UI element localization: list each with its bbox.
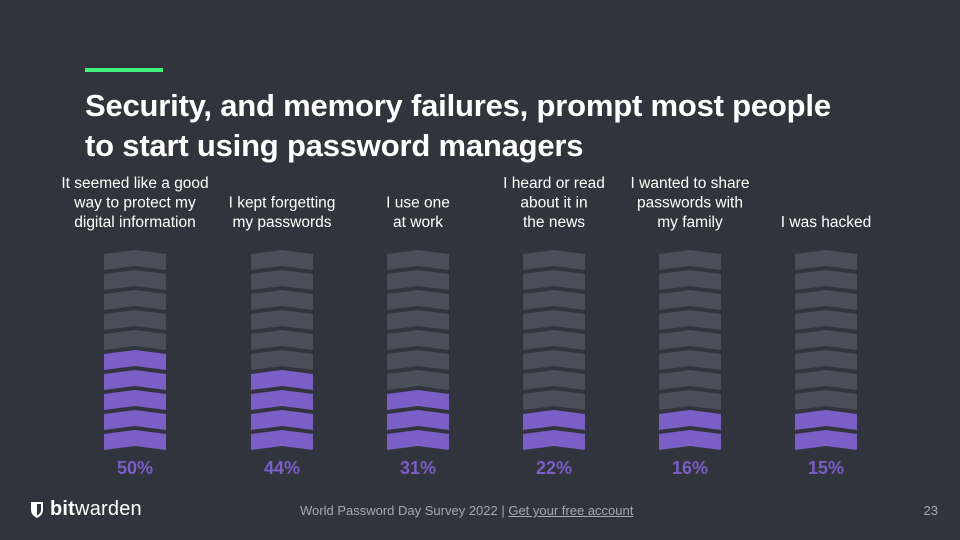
category-label: passwords with xyxy=(637,195,743,212)
survey-source: World Password Day Survey 2022 | Get you… xyxy=(300,503,633,518)
bar-segment-empty xyxy=(795,390,857,410)
bar-group: I wanted to share passwords with my family… xyxy=(631,175,750,478)
bar-segment-empty xyxy=(251,330,313,350)
category-label: my family xyxy=(657,214,723,231)
bar-segment-filled xyxy=(523,430,585,450)
category-label: I use one xyxy=(386,195,450,212)
title-line-2: to start using password managers xyxy=(85,128,584,163)
bar-segment-empty xyxy=(251,250,313,270)
bar-segment-empty xyxy=(523,390,585,410)
bar-segment-empty xyxy=(387,330,449,350)
bar-segment-empty xyxy=(387,350,449,370)
category-label: I was hacked xyxy=(781,214,871,231)
bar-segment-filled xyxy=(104,390,166,410)
bar-segment-empty xyxy=(523,350,585,370)
shield-icon xyxy=(31,501,43,518)
value-label: 50% xyxy=(117,458,153,478)
bar-segment-filled xyxy=(251,410,313,430)
bar-segment-empty xyxy=(251,290,313,310)
category-label: about it in xyxy=(520,195,587,212)
bar-group: It seemed like a good way to protect my di… xyxy=(61,175,208,478)
bar-segment-filled xyxy=(795,410,857,430)
bar-segment-empty xyxy=(523,270,585,290)
bar-group: I kept forgetting my passwords 44% xyxy=(229,195,336,479)
page-number: 23 xyxy=(923,503,938,518)
bar-segment-filled xyxy=(387,430,449,450)
bar-segment-empty xyxy=(659,290,721,310)
category-label: I kept forgetting xyxy=(229,195,336,212)
bar-segment-empty xyxy=(795,290,857,310)
bar-segment-filled xyxy=(104,350,166,370)
value-label: 15% xyxy=(808,458,844,478)
value-label: 44% xyxy=(264,458,300,478)
category-label: digital information xyxy=(74,214,195,231)
category-label: It seemed like a good xyxy=(61,175,208,192)
bar-segment-filled xyxy=(387,410,449,430)
bar-segment-filled xyxy=(387,390,449,410)
title-line-1: Security, and memory failures, prompt mo… xyxy=(85,88,831,123)
free-account-link[interactable]: Get your free account xyxy=(508,503,634,518)
bar-segment-empty xyxy=(251,350,313,370)
bar-segment-empty xyxy=(251,310,313,330)
bar-segment-empty xyxy=(387,270,449,290)
bar-segment-empty xyxy=(795,350,857,370)
category-label: I wanted to share xyxy=(631,175,750,192)
accent-bar xyxy=(85,68,163,72)
value-label: 16% xyxy=(672,458,708,478)
bar-group: I was hacked 15% xyxy=(781,214,871,478)
brand-name: bitwarden xyxy=(50,498,142,520)
bar-segment-empty xyxy=(659,330,721,350)
bar-group: I heard or read about it in the news 22% xyxy=(503,175,605,478)
source-text: World Password Day Survey 2022 | xyxy=(300,503,509,518)
bitwarden-logo: bitwarden xyxy=(30,498,142,521)
slide-title: Security, and memory failures, prompt mo… xyxy=(85,86,905,166)
value-label: 22% xyxy=(536,458,572,478)
bar-segment-empty xyxy=(795,330,857,350)
bar-segment-empty xyxy=(659,310,721,330)
bar-segment-empty xyxy=(659,390,721,410)
bar-segment-empty xyxy=(387,290,449,310)
bar-segment-empty xyxy=(523,370,585,390)
category-label: way to protect my xyxy=(73,195,196,212)
bar-segment-empty xyxy=(523,310,585,330)
category-label: at work xyxy=(393,214,443,231)
bar-segment-empty xyxy=(795,310,857,330)
bar-segment-empty xyxy=(523,290,585,310)
bar-segment-filled xyxy=(659,430,721,450)
bar-segment-empty xyxy=(104,310,166,330)
bar-segment-filled xyxy=(659,410,721,430)
bar-segment-empty xyxy=(387,310,449,330)
bar-segment-filled xyxy=(795,430,857,450)
bar-segment-filled xyxy=(523,410,585,430)
bar-segment-filled xyxy=(104,370,166,390)
chevron-bar-chart: It seemed like a good way to protect my di… xyxy=(61,175,871,479)
bar-segment-empty xyxy=(387,250,449,270)
bar-segment-empty xyxy=(251,270,313,290)
bar-segment-empty xyxy=(659,250,721,270)
category-label: I heard or read xyxy=(503,175,605,192)
bar-segment-filled xyxy=(104,410,166,430)
bar-segment-empty xyxy=(387,370,449,390)
bar-segment-empty xyxy=(659,350,721,370)
bar-segment-empty xyxy=(104,330,166,350)
bar-segment-empty xyxy=(795,270,857,290)
bar-segment-empty xyxy=(795,250,857,270)
bar-segment-empty xyxy=(523,250,585,270)
bar-segment-empty xyxy=(104,290,166,310)
bar-segment-filled xyxy=(251,390,313,410)
category-label: my passwords xyxy=(232,214,331,231)
bar-segment-filled xyxy=(251,430,313,450)
bar-segment-filled xyxy=(251,370,313,390)
bar-segment-empty xyxy=(104,270,166,290)
bar-segment-filled xyxy=(104,430,166,450)
bar-segment-empty xyxy=(104,250,166,270)
value-label: 31% xyxy=(400,458,436,478)
bar-segment-empty xyxy=(523,330,585,350)
bar-segment-empty xyxy=(659,270,721,290)
bar-segment-empty xyxy=(795,370,857,390)
bar-group: I use one at work 31% xyxy=(386,195,450,479)
bar-segment-empty xyxy=(659,370,721,390)
category-label: the news xyxy=(523,214,585,231)
